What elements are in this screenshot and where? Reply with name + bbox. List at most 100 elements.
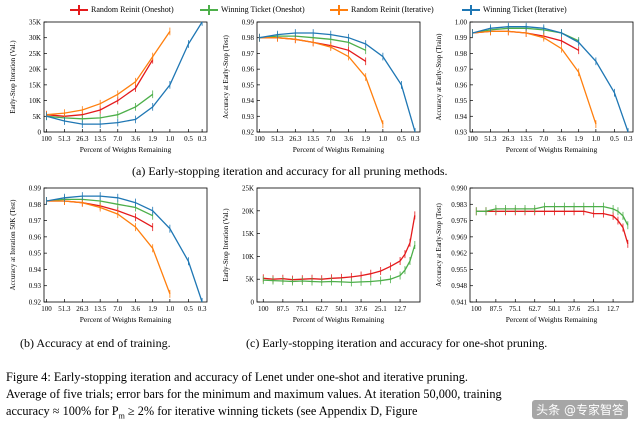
y-tick-label: 0.955 <box>451 266 467 274</box>
series-line <box>46 200 171 295</box>
figure-caption-line-3-start: accuracy ≈ 100% for P <box>6 404 119 418</box>
x-tick-label: 37.6 <box>568 305 581 313</box>
x-axis-label: Percent of Weights Remaining <box>293 315 385 324</box>
x-tick-label: 13.5 <box>94 305 107 313</box>
y-tick-label: 0.990 <box>451 185 467 193</box>
x-tick-label: 13.5 <box>94 135 107 143</box>
y-tick-label: 0.99 <box>242 19 255 27</box>
y-tick-label: 15K <box>29 81 41 89</box>
y-tick-label: 0.94 <box>455 113 468 121</box>
y-tick-label: 5K <box>32 113 41 121</box>
y-tick-label: 0.97 <box>29 217 42 225</box>
legend-item-random-reinit-iterative: Random Reinit (Iterative) <box>330 4 434 16</box>
x-tick-label: 12.7 <box>607 305 620 313</box>
series-line <box>259 32 416 133</box>
x-tick-label: 62.7 <box>316 305 329 313</box>
y-tick-label: 5K <box>245 276 254 284</box>
y-tick-label: 0.97 <box>455 66 468 74</box>
x-tick-label: 1.0 <box>379 135 388 143</box>
y-axis-label: Accuracy at Early-Stop (Test) <box>222 34 230 118</box>
x-tick-label: 0.3 <box>624 135 633 143</box>
x-tick-label: 51.3 <box>484 135 497 143</box>
y-tick-label: 35K <box>29 19 41 27</box>
legend-item-random-reinit-oneshot: Random Reinit (Oneshot) <box>70 4 174 16</box>
x-tick-label: 51.3 <box>271 135 284 143</box>
legend-label: Winning Ticket (Iterative) <box>483 5 567 14</box>
figure-caption-line-2: Average of five trials; error bars for t… <box>6 387 502 401</box>
y-tick-label: 1.00 <box>455 19 468 27</box>
x-tick-label: 13.5 <box>307 135 320 143</box>
caption-a: (a) Early-stopping iteration and accurac… <box>132 164 448 178</box>
series-line <box>476 210 629 244</box>
series-line <box>46 93 154 120</box>
figure-caption: Figure 4: Early-stopping iteration and a… <box>6 369 634 424</box>
x-axis-label: Percent of Weights Remaining <box>80 145 172 154</box>
x-axis-label: Percent of Weights Remaining <box>506 315 598 324</box>
x-tick-label: 3.6 <box>344 135 353 143</box>
y-tick-label: 10K <box>242 253 254 261</box>
plot-frame <box>43 187 208 303</box>
x-tick-label: 51.3 <box>58 305 71 313</box>
x-axis-label: Percent of Weights Remaining <box>80 315 172 324</box>
y-tick-label: 0.95 <box>29 250 42 258</box>
series-line <box>263 215 416 281</box>
x-tick-label: 37.6 <box>355 305 368 313</box>
y-axis-label: Accuracy at Early-Stop (Test) <box>435 202 443 286</box>
x-tick-label: 1.0 <box>166 305 175 313</box>
x-tick-label: 3.6 <box>131 135 140 143</box>
x-tick-label: 50.1 <box>335 305 348 313</box>
caption-b: (b) Accuracy at end of training. <box>20 336 171 350</box>
chart-b-accuracy-50k: 0.92 0.93 0.94 0.95 0.96 0.97 0.98 0.99 100 51.3 2… <box>9 185 208 324</box>
x-tick-label: 75.1 <box>509 305 522 313</box>
x-tick-label: 25.1 <box>375 305 388 313</box>
x-tick-label: 0.3 <box>411 135 420 143</box>
x-tick-label: 26.3 <box>76 305 89 313</box>
y-tick-label: 0.941 <box>451 299 467 307</box>
y-tick-label: 0.99 <box>29 185 42 193</box>
x-tick-label: 3.6 <box>557 135 566 143</box>
x-tick-label: 26.3 <box>502 135 515 143</box>
y-tick-label: 30K <box>29 34 41 42</box>
series-line <box>46 59 154 117</box>
y-axis-label: Accuracy at Iteration 50K (Test) <box>9 199 17 291</box>
series-line <box>476 205 629 226</box>
legend-swatch <box>330 5 348 16</box>
x-tick-label: 25.1 <box>588 305 601 313</box>
x-tick-label: 100 <box>467 135 478 143</box>
y-tick-label: 0.948 <box>451 282 467 290</box>
y-tick-label: 0.92 <box>242 129 255 137</box>
legend-item-winning-ticket-iterative: Winning Ticket (Iterative) <box>462 4 567 16</box>
x-tick-label: 51.3 <box>58 135 71 143</box>
legend-swatch <box>70 5 88 16</box>
y-tick-label: 0 <box>251 299 255 307</box>
x-tick-label: 0.3 <box>198 305 207 313</box>
x-tick-label: 100 <box>258 305 269 313</box>
series-line <box>46 195 203 303</box>
y-tick-label: 0.95 <box>455 97 468 105</box>
y-tick-label: 0.93 <box>455 129 468 137</box>
x-tick-label: 12.7 <box>394 305 407 313</box>
y-tick-label: 20K <box>29 66 41 74</box>
x-tick-label: 7.0 <box>326 135 335 143</box>
chart-a-early-stop-iteration: 0 5K 10K 15K 20K 25K 30K 35K 100 51.3 26.3 13.5 7.0 3… <box>9 19 208 154</box>
y-tick-label: 0.97 <box>242 50 255 58</box>
plot-frame <box>256 21 421 133</box>
x-tick-label: 1.9 <box>148 305 157 313</box>
x-tick-label: 1.9 <box>148 135 157 143</box>
y-tick-label: 0.96 <box>29 233 42 241</box>
y-axis-label: Early-Stop Iteration (Val.) <box>222 208 230 282</box>
series-line <box>46 31 171 116</box>
y-tick-label: 0.962 <box>451 250 467 258</box>
legend-swatch <box>462 5 480 16</box>
x-tick-label: 1.9 <box>361 135 370 143</box>
x-tick-label: 100 <box>254 135 265 143</box>
y-tick-label: 0.93 <box>29 282 42 290</box>
x-tick-label: 7.0 <box>539 135 548 143</box>
legend-swatch <box>200 5 218 16</box>
x-tick-label: 0.5 <box>397 135 406 143</box>
x-tick-label: 100 <box>471 305 482 313</box>
y-tick-label: 0.96 <box>242 66 255 74</box>
x-tick-label: 100 <box>41 135 52 143</box>
x-axis-label: Percent of Weights Remaining <box>506 145 598 154</box>
figure-caption-subscript: m <box>118 411 125 421</box>
